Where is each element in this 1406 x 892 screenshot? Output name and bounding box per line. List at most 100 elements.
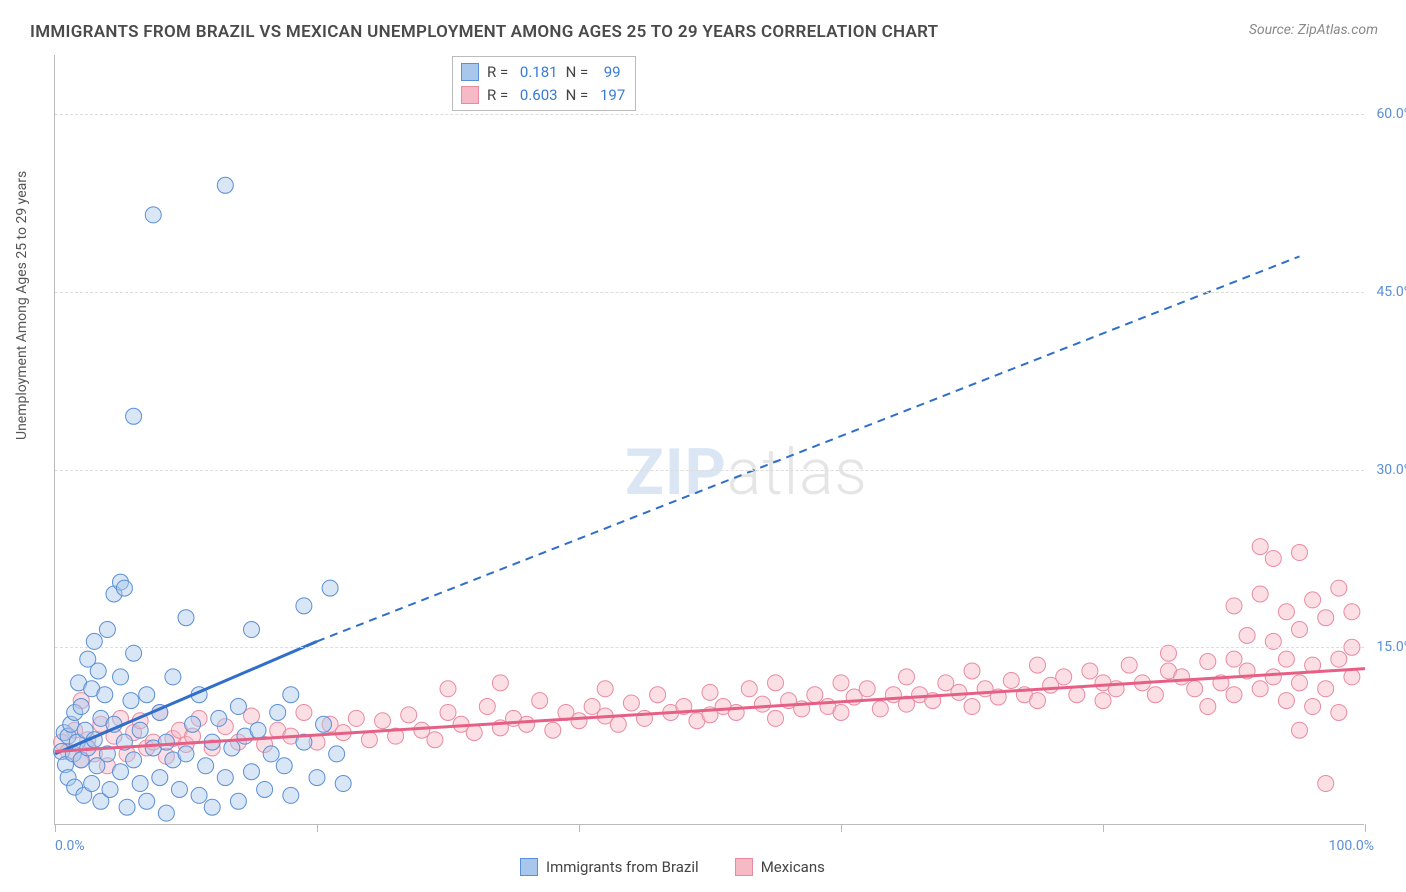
y-axis-label: Unemployment Among Ages 25 to 29 years <box>14 171 30 440</box>
scatter-point-mexicans <box>702 684 718 700</box>
scatter-point-brazil <box>126 752 142 768</box>
scatter-point-brazil <box>217 177 233 193</box>
scatter-point-mexicans <box>650 687 666 703</box>
source-label: Source: ZipAtlas.com <box>1249 22 1378 38</box>
scatter-point-brazil <box>132 722 148 738</box>
scatter-point-mexicans <box>1278 604 1294 620</box>
scatter-point-brazil <box>139 687 155 703</box>
scatter-point-mexicans <box>951 684 967 700</box>
scatter-point-mexicans <box>1344 669 1360 685</box>
n-value: 197 <box>596 84 625 107</box>
scatter-point-brazil <box>296 598 312 614</box>
legend-swatch <box>520 858 538 876</box>
scatter-point-mexicans <box>1331 651 1347 667</box>
x-tick <box>1103 824 1104 832</box>
scatter-point-mexicans <box>1278 693 1294 709</box>
scatter-point-mexicans <box>519 716 535 732</box>
legend-label: Immigrants from Brazil <box>546 858 699 876</box>
scatter-point-brazil <box>158 734 174 750</box>
scatter-point-mexicans <box>1305 592 1321 608</box>
scatter-point-brazil <box>139 793 155 809</box>
scatter-point-mexicans <box>1056 669 1072 685</box>
n-label: N = <box>566 61 589 84</box>
scatter-point-brazil <box>123 693 139 709</box>
scatter-point-brazil <box>224 740 240 756</box>
scatter-point-brazil <box>152 770 168 786</box>
scatter-point-mexicans <box>1292 722 1308 738</box>
scatter-point-mexicans <box>1292 622 1308 638</box>
scatter-point-mexicans <box>1318 681 1334 697</box>
scatter-point-brazil <box>116 580 132 596</box>
scatter-point-brazil <box>270 704 286 720</box>
scatter-point-mexicans <box>597 681 613 697</box>
legend-swatch <box>461 63 479 81</box>
scatter-point-brazil <box>217 770 233 786</box>
series-legend: Immigrants from BrazilMexicans <box>520 858 825 876</box>
scatter-point-mexicans <box>1292 675 1308 691</box>
y-tick-label: 15.0% <box>1354 639 1406 655</box>
scatter-point-mexicans <box>623 695 639 711</box>
scatter-point-mexicans <box>741 681 757 697</box>
scatter-point-brazil <box>185 716 201 732</box>
scatter-point-brazil <box>113 669 129 685</box>
scatter-point-mexicans <box>1278 651 1294 667</box>
scatter-point-mexicans <box>440 704 456 720</box>
scatter-point-brazil <box>283 787 299 803</box>
scatter-point-mexicans <box>754 696 770 712</box>
scatter-point-brazil <box>165 669 181 685</box>
scatter-point-brazil <box>191 787 207 803</box>
scatter-point-mexicans <box>479 699 495 715</box>
scatter-point-mexicans <box>1318 776 1334 792</box>
scatter-point-brazil <box>84 776 100 792</box>
scatter-point-brazil <box>322 580 338 596</box>
scatter-point-mexicans <box>1003 672 1019 688</box>
scatter-point-mexicans <box>1082 663 1098 679</box>
scatter-point-mexicans <box>492 675 508 691</box>
x-max-label: 100.0% <box>1329 838 1374 854</box>
scatter-point-mexicans <box>1252 586 1268 602</box>
x-tick <box>841 824 842 832</box>
scatter-point-brazil <box>171 781 187 797</box>
scatter-point-mexicans <box>964 699 980 715</box>
scatter-point-mexicans <box>1344 604 1360 620</box>
scatter-point-mexicans <box>361 732 377 748</box>
scatter-point-mexicans <box>1030 693 1046 709</box>
scatter-point-mexicans <box>1226 651 1242 667</box>
scatter-point-mexicans <box>1121 657 1137 673</box>
x-min-label: 0.0% <box>55 838 85 854</box>
scatter-point-mexicans <box>610 716 626 732</box>
y-tick-label: 60.0% <box>1354 106 1406 122</box>
scatter-point-mexicans <box>545 722 561 738</box>
scatter-point-mexicans <box>1292 545 1308 561</box>
scatter-point-mexicans <box>859 681 875 697</box>
r-value: 0.603 <box>516 84 557 107</box>
scatter-point-brazil <box>250 722 266 738</box>
scatter-point-mexicans <box>571 713 587 729</box>
scatter-point-mexicans <box>1030 657 1046 673</box>
n-label: N = <box>566 84 589 107</box>
scatter-point-mexicans <box>348 710 364 726</box>
legend-item: Immigrants from Brazil <box>520 858 699 876</box>
scatter-point-brazil <box>230 699 246 715</box>
scatter-point-brazil <box>145 207 161 223</box>
scatter-point-mexicans <box>532 693 548 709</box>
chart-plot-area: ZIPatlas 15.0%30.0%45.0%60.0%0.0%100.0% <box>54 55 1364 825</box>
scatter-point-mexicans <box>1239 627 1255 643</box>
scatter-point-brazil <box>276 758 292 774</box>
scatter-point-mexicans <box>401 707 417 723</box>
gridline <box>55 647 1364 648</box>
scatter-point-mexicans <box>1252 681 1268 697</box>
scatter-point-mexicans <box>1305 699 1321 715</box>
stats-row: R = 0.603 N = 197 <box>461 84 625 107</box>
scatter-point-mexicans <box>833 675 849 691</box>
scatter-point-mexicans <box>427 732 443 748</box>
scatter-point-mexicans <box>1069 687 1085 703</box>
y-tick-label: 30.0% <box>1354 462 1406 478</box>
scatter-point-brazil <box>126 408 142 424</box>
scatter-point-brazil <box>198 758 214 774</box>
n-value: 99 <box>596 61 620 84</box>
x-tick <box>317 824 318 832</box>
scatter-point-brazil <box>244 622 260 638</box>
stats-row: R = 0.181 N = 99 <box>461 61 625 84</box>
scatter-point-mexicans <box>833 704 849 720</box>
